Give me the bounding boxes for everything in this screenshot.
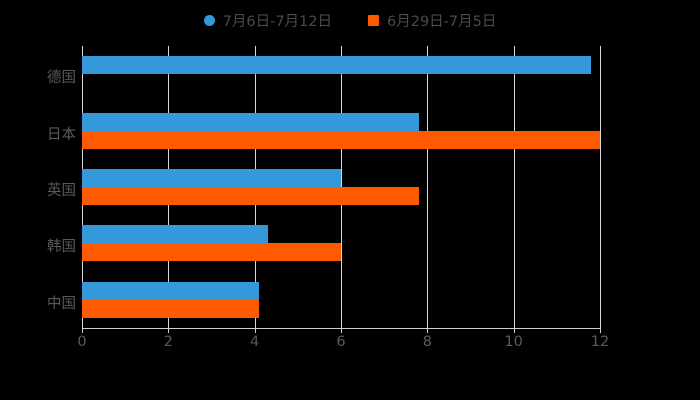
bar-中国-series-2[interactable] [82,299,259,318]
bar-英国-series-2[interactable] [82,187,419,205]
category-label-德国: 德国 [47,70,76,87]
legend-item-series-2[interactable]: 6月29日-7月5日 [368,10,496,31]
x-axis-tick [341,328,342,333]
bar-韩国-series-2[interactable] [82,243,341,262]
bar-日本-series-1[interactable] [82,112,419,131]
plot-area [82,46,600,328]
category-label-中国: 中国 [47,295,76,312]
gridline [600,46,601,328]
x-axis-tick [427,328,429,333]
bar-韩国-series-1[interactable] [82,225,268,244]
chart-legend: 7月6日-7月12日 6月29日-7月5日 [0,0,700,40]
x-tick-label: 4 [250,334,260,350]
x-axis-tick [82,328,83,333]
category-label-英国: 英国 [47,183,76,199]
gridline [513,46,515,328]
x-axis-tick [513,328,515,333]
legend-marker-square-icon [368,14,379,26]
legend-label-series-2: 6月29日-7月5日 [387,13,497,30]
legend-label-series-1: 7月6日-7月12日 [222,13,332,30]
x-tick-label: 12 [590,334,610,350]
x-tick-label: 6 [336,334,346,350]
bar-英国-series-1[interactable] [82,169,341,187]
bar-日本-series-2[interactable] [82,130,600,149]
x-tick-label: 8 [422,334,432,350]
x-axis-line [82,328,601,329]
x-axis-tick [168,328,170,333]
bar-中国-series-1[interactable] [82,281,259,300]
x-tick-label: 10 [504,334,523,350]
category-label-韩国: 韩国 [47,239,76,256]
x-axis-tick [600,328,601,333]
x-axis-tick [254,328,256,333]
bar-德国-series-1[interactable] [82,56,592,75]
gridline [427,46,429,328]
x-tick-label: 2 [163,334,173,350]
legend-marker-circle-icon [203,14,215,26]
x-tick-label: 0 [77,334,87,350]
category-label-日本: 日本 [47,126,76,143]
legend-item-series-1[interactable]: 7月6日-7月12日 [203,10,332,31]
